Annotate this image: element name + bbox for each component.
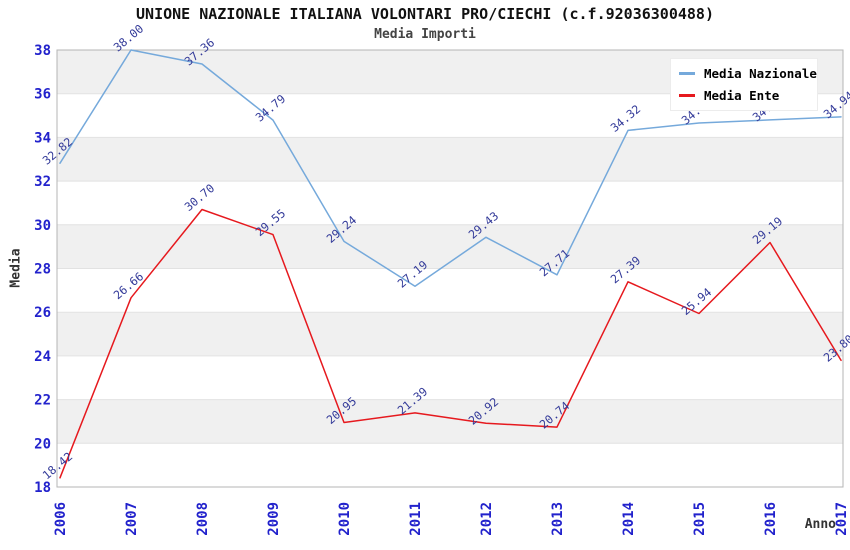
x-tick-label: 2017 <box>834 502 850 536</box>
x-tick-label: 2006 <box>53 502 69 536</box>
value-label: 38.00 <box>111 21 147 54</box>
x-tick-label: 2011 <box>408 502 424 536</box>
y-tick-label: 26 <box>34 305 51 321</box>
x-tick-label: 2007 <box>124 502 140 536</box>
y-tick-label: 34 <box>34 130 51 146</box>
x-tick-label: 2013 <box>550 502 566 536</box>
plot-stripe <box>57 312 843 356</box>
legend-item-media-nazionale: Media Nazionale <box>679 66 817 81</box>
x-tick-label: 2014 <box>621 502 637 536</box>
plot-stripe <box>57 355 843 400</box>
legend-label-media-nazionale: Media Nazionale <box>704 66 817 81</box>
x-tick-label: 2012 <box>479 502 495 536</box>
plot-stripe <box>57 443 843 487</box>
series-line-media-nazionale <box>59 49 842 287</box>
y-tick-label: 24 <box>34 349 51 365</box>
y-tick-label: 36 <box>34 87 51 103</box>
legend-label-media-ente: Media Ente <box>704 88 780 103</box>
plot-stripe <box>57 181 843 225</box>
plot-border <box>56 49 844 488</box>
y-tick-label: 38 <box>34 43 51 59</box>
blue-line-swatch-icon <box>679 72 695 75</box>
y-tick-label: 18 <box>34 480 51 496</box>
plot-stripe <box>57 137 843 182</box>
plot-stripe <box>57 399 843 444</box>
y-tick-label: 30 <box>34 218 51 234</box>
chart-subtitle: Media Importi <box>374 27 476 42</box>
legend: Media Nazionale Media Ente <box>670 58 818 111</box>
y-tick-label: 28 <box>34 262 51 278</box>
x-tick-label: 2016 <box>763 502 779 536</box>
x-tick-label: 2015 <box>692 502 708 536</box>
plot-stripe <box>57 268 843 313</box>
legend-item-media-ente: Media Ente <box>679 88 809 103</box>
red-line-swatch-icon <box>679 94 695 97</box>
y-tick-label: 20 <box>34 436 51 452</box>
x-axis-title: Anno <box>804 517 836 532</box>
y-tick-label: 22 <box>34 393 51 409</box>
y-tick-label: 32 <box>34 174 51 190</box>
x-tick-label: 2010 <box>337 502 353 536</box>
x-tick-label: 2009 <box>266 502 282 536</box>
x-tick-label: 2008 <box>195 502 211 536</box>
series-line-media-ente <box>59 208 842 479</box>
chart-title: UNIONE NAZIONALE ITALIANA VOLONTARI PRO/… <box>136 5 714 23</box>
